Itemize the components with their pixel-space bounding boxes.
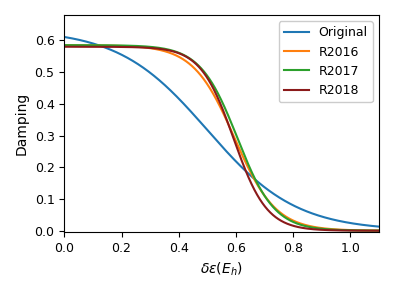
R2016 [391, 229, 394, 232]
R2018 [321, 228, 326, 232]
Legend: Original, R2016, R2017, R2018: Original, R2016, R2017, R2018 [279, 21, 373, 102]
R2018 [381, 229, 386, 232]
R2018 [381, 229, 386, 232]
Y-axis label: Damping: Damping [15, 92, 29, 155]
Original [62, 35, 67, 39]
R2017 [213, 87, 218, 91]
Original [381, 225, 386, 229]
R2017 [62, 43, 67, 47]
R2018 [222, 112, 227, 115]
Line: R2018: R2018 [64, 47, 393, 231]
R2017 [381, 229, 386, 232]
R2018 [213, 91, 218, 95]
R2016 [79, 43, 84, 47]
Original [321, 215, 326, 219]
Line: R2017: R2017 [64, 45, 393, 231]
R2017 [381, 229, 386, 232]
R2017 [391, 229, 394, 232]
Original [222, 147, 227, 151]
Original [79, 39, 84, 42]
R2016 [321, 226, 326, 230]
R2016 [381, 229, 386, 232]
X-axis label: $\delta\varepsilon(E_h)$: $\delta\varepsilon(E_h)$ [200, 260, 243, 278]
R2016 [381, 229, 386, 232]
R2017 [222, 105, 227, 108]
Original [213, 137, 218, 141]
R2017 [79, 43, 84, 47]
R2018 [391, 229, 394, 232]
R2018 [62, 45, 67, 48]
R2018 [79, 45, 84, 49]
Original [391, 226, 394, 229]
R2017 [321, 227, 326, 231]
Line: R2016: R2016 [64, 45, 393, 231]
R2016 [62, 43, 67, 47]
R2016 [213, 96, 218, 100]
Original [381, 225, 386, 229]
Line: Original: Original [64, 37, 393, 228]
R2016 [222, 114, 227, 117]
